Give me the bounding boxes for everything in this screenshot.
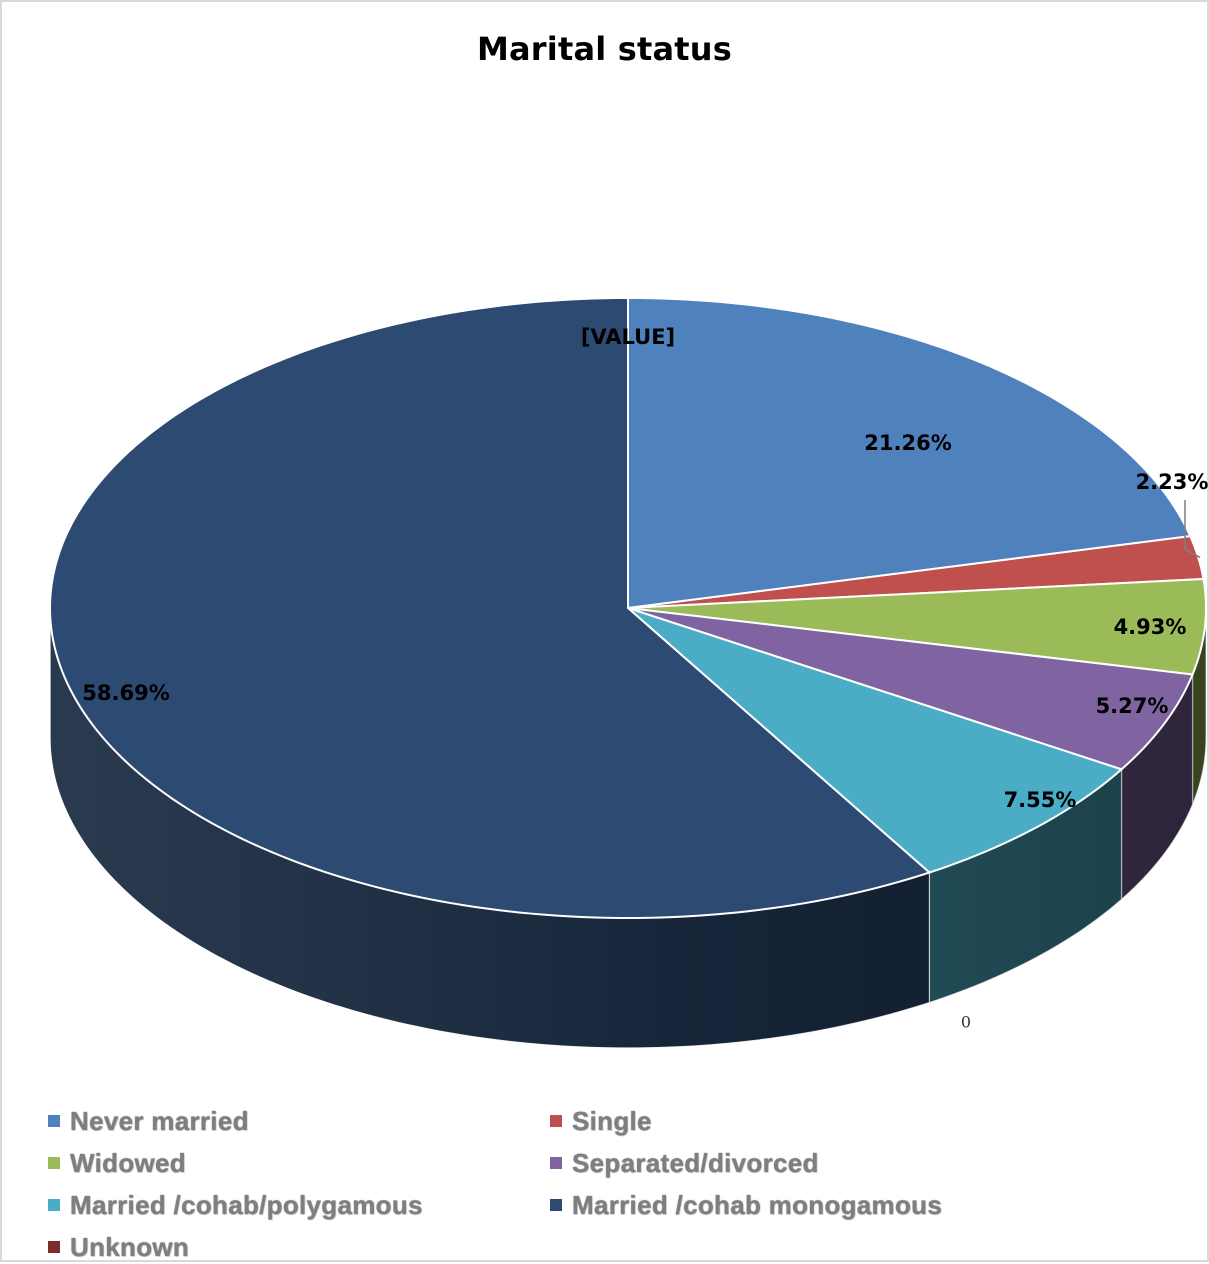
legend-swatch-never-married	[48, 1115, 60, 1127]
data-label-single: 2.23%	[1136, 470, 1209, 494]
legend-item-widowed: Widowed	[48, 1146, 550, 1180]
legend-label-widowed: Widowed	[70, 1147, 186, 1178]
legend-swatch-single	[550, 1115, 562, 1127]
legend-swatch-married-cohab-polygamous	[48, 1199, 60, 1211]
legend: Never married Single Widowed Separated/divo…	[48, 1104, 1148, 1264]
legend-item-married-cohab-polygamous: Married /cohab/polygamous	[48, 1188, 550, 1222]
chart-title: Marital status	[476, 30, 733, 68]
legend-swatch-widowed	[48, 1157, 60, 1169]
pie-slice-married-cohab-monogamous	[49, 297, 931, 919]
pie-slice-never-married	[627, 297, 1192, 609]
legend-item-unknown: Unknown	[48, 1230, 550, 1264]
legend-label-married-cohab-monogamous: Married /cohab monogamous	[572, 1189, 943, 1220]
legend-label-single: Single	[572, 1105, 652, 1136]
legend-label-unknown: Unknown	[70, 1231, 190, 1262]
data-label-never-married: 21.26%	[864, 431, 951, 455]
pie-slice-separated-divorced	[627, 607, 1194, 771]
zero-label: 0	[961, 1013, 971, 1032]
legend-item-single: Single	[550, 1104, 1110, 1138]
data-label-widowed: 4.93%	[1114, 615, 1187, 639]
pie-slice-single	[627, 535, 1205, 609]
leader-line-single	[1184, 500, 1201, 559]
pie-slice-married-cohab-polygamous	[627, 607, 1123, 874]
pie-side-shading	[50, 608, 1206, 1048]
legend-swatch-unknown	[48, 1241, 60, 1253]
pie-slice-widowed	[627, 577, 1207, 676]
legend-swatch-married-cohab-monogamous	[550, 1199, 562, 1211]
data-label-married-cohab-monogamous: 58.69%	[82, 681, 169, 705]
data-label-unknown: [VALUE]	[581, 325, 675, 349]
data-label-married-cohab-polygamous: 7.55%	[1004, 788, 1077, 812]
legend-label-separated-divorced: Separated/divorced	[572, 1147, 819, 1178]
legend-label-married-cohab-polygamous: Married /cohab/polygamous	[70, 1189, 423, 1220]
legend-label-never-married: Never married	[70, 1105, 249, 1136]
data-label-separated-divorced: 5.27%	[1096, 694, 1169, 718]
legend-item-married-cohab-monogamous: Married /cohab monogamous	[550, 1188, 1110, 1222]
legend-item-never-married: Never married	[48, 1104, 550, 1138]
pie-data-labels: 21.26% 2.23% 4.93% 5.27% 7.55% 58.69% [VALUE] 0	[82, 325, 1208, 1032]
legend-swatch-separated-divorced	[550, 1157, 562, 1169]
pie-top-slices	[49, 297, 1207, 919]
legend-item-separated-divorced: Separated/divorced	[550, 1146, 1110, 1180]
pie-sides	[49, 607, 1207, 1049]
